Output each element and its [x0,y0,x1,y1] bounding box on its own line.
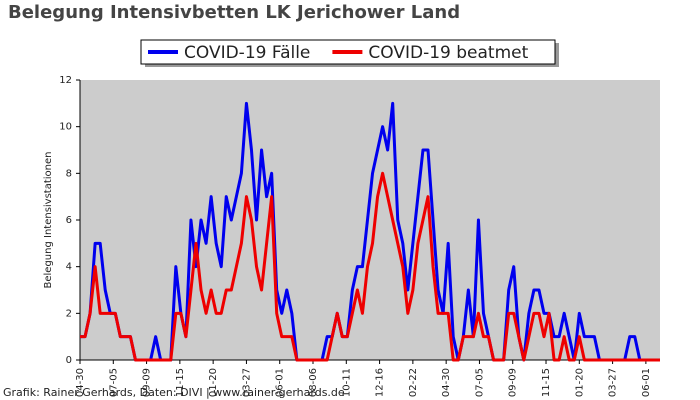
x-tick-label: 04-30 [441,368,452,397]
x-tick-label: 06-01 [275,368,286,397]
y-tick-label: 4 [66,262,72,273]
y-tick-label: 6 [66,215,72,226]
x-tick-label: 08-06 [308,368,319,397]
x-tick-label: 10-11 [341,368,352,397]
x-tick-label: 11-15 [541,368,552,397]
x-tick-label: 04-30 [75,368,86,397]
series-line [80,171,660,362]
x-tick-label: 11-15 [175,368,186,397]
legend: COVID-19 Fälle COVID-19 beatmet [140,39,559,67]
x-tick-label: 01-20 [574,368,585,397]
x-tick-label: 09-09 [142,368,153,397]
source: Grafik: Rainer Gerhards, Daten: DIVI | w… [3,386,345,399]
x-tick-label: 12-16 [375,368,386,397]
y-tick-label: 2 [66,308,72,319]
x-tick-label: 09-09 [508,368,519,397]
y-tick-label: 10 [59,122,72,133]
y-tick-label: 0 [66,355,72,366]
chart-title: Belegung Intensivbetten LK Jerichower La… [8,2,460,23]
x-tick-label: 03-27 [608,368,619,397]
y-tick-label: 8 [66,168,72,179]
x-tick-label: 07-05 [108,368,119,397]
x-tick-label: 07-05 [474,368,485,397]
y-tick-label: 12 [59,75,72,86]
legend-label: COVID-19 beatmet [368,43,528,63]
y-axis-label: Belegung Intensivstationen [43,151,54,288]
plot-area [80,80,660,360]
x-tick-label: 03-27 [241,368,252,397]
series-line [80,101,660,362]
x-tick-label: 06-01 [641,368,652,397]
x-tick-label: 01-20 [208,368,219,397]
legend-label: COVID-19 Fälle [184,43,310,63]
x-tick-label: 02-22 [408,368,419,397]
